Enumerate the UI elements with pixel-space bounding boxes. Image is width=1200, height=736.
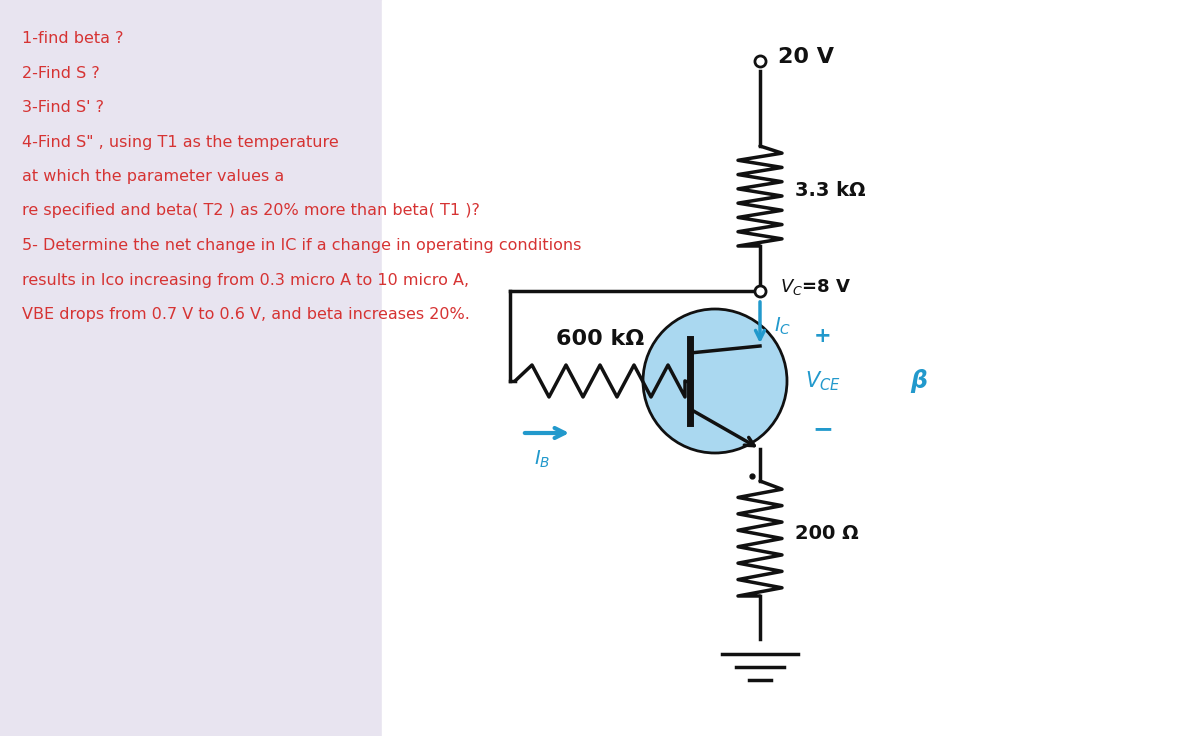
Text: at which the parameter values a: at which the parameter values a [22,169,284,184]
Text: 20 V: 20 V [778,47,834,67]
Text: +: + [814,326,832,346]
Text: 4-Find S" , using T1 as the temperature: 4-Find S" , using T1 as the temperature [22,135,338,149]
Text: $V_C$=8 V: $V_C$=8 V [780,277,851,297]
Text: 200 Ω: 200 Ω [794,524,859,543]
Text: β: β [910,369,926,393]
Text: −: − [812,417,834,441]
Text: VBE drops from 0.7 V to 0.6 V, and beta increases 20%.: VBE drops from 0.7 V to 0.6 V, and beta … [22,307,470,322]
Text: 2-Find S ?: 2-Find S ? [22,66,100,80]
Circle shape [643,309,787,453]
Text: $I_B$: $I_B$ [534,449,550,470]
Text: 1-find beta ?: 1-find beta ? [22,31,124,46]
Text: $I_C$: $I_C$ [774,316,791,337]
Bar [382,0,1200,736]
Text: results in Ico increasing from 0.3 micro A to 10 micro A,: results in Ico increasing from 0.3 micro… [22,272,469,288]
Text: re specified and beta( T2 ) as 20% more than beta( T1 )?: re specified and beta( T2 ) as 20% more … [22,203,480,219]
Bar [0,0,382,736]
Text: 3-Find S' ?: 3-Find S' ? [22,100,104,115]
Text: 5- Determine the net change in IC if a change in operating conditions: 5- Determine the net change in IC if a c… [22,238,581,253]
Text: 600 kΩ: 600 kΩ [556,329,644,349]
Text: 3.3 kΩ: 3.3 kΩ [794,182,865,200]
Text: $V_{CE}$: $V_{CE}$ [805,369,841,393]
